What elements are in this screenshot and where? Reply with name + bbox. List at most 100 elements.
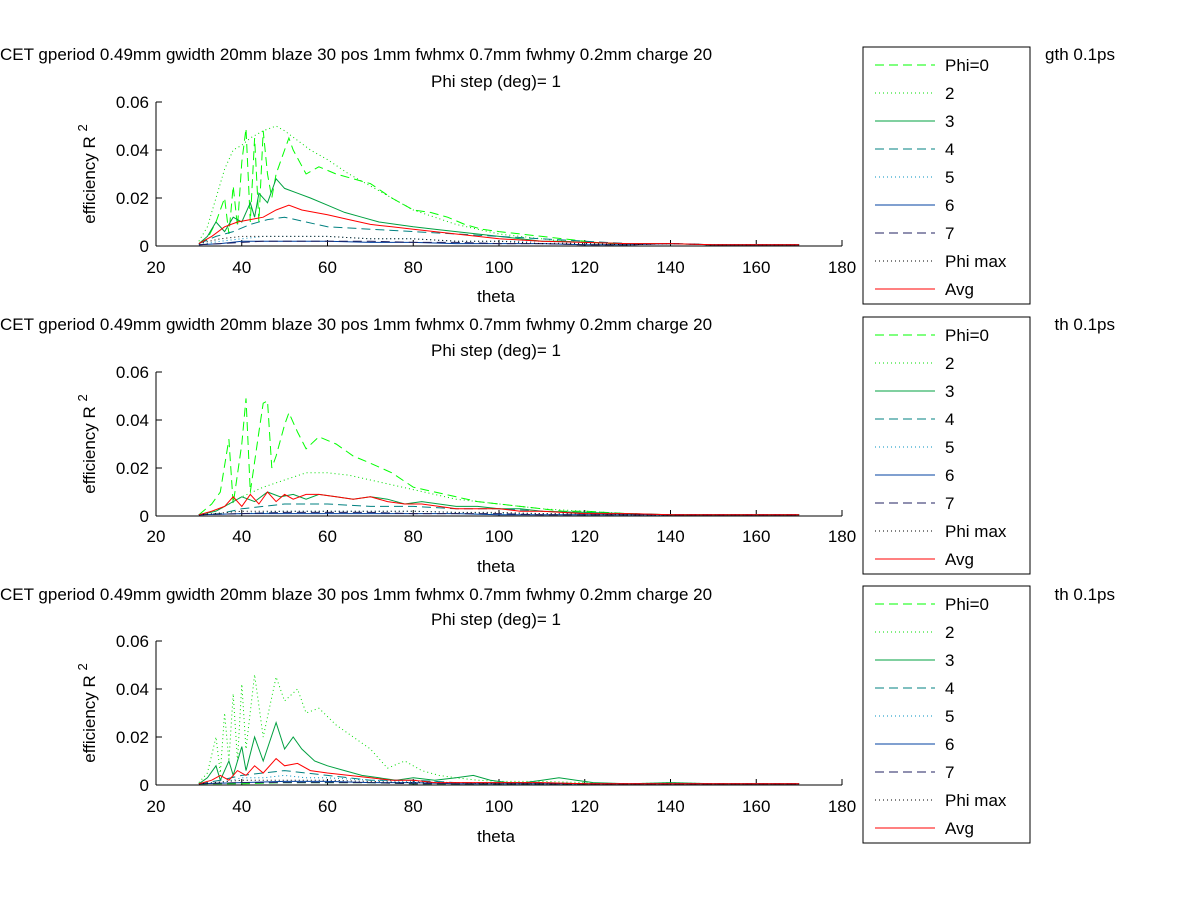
x-tick-label: 20: [147, 797, 166, 816]
y-tick-label: 0.02: [116, 728, 149, 747]
chart-title-tail: th 0.1ps: [1055, 585, 1116, 604]
legend-label-avg: Avg: [945, 550, 974, 569]
x-tick-label: 140: [656, 258, 684, 277]
series-line-avg: [198, 757, 800, 785]
x-tick-label: 140: [656, 527, 684, 546]
x-axis-label: theta: [477, 287, 515, 306]
x-tick-label: 60: [318, 797, 337, 816]
y-tick-label: 0.04: [116, 411, 149, 430]
subplot-1: CET gperiod 0.49mm gwidth 20mm blaze 30 …: [0, 45, 1115, 306]
x-tick-label: 180: [828, 797, 856, 816]
legend-label-phi2: 2: [945, 623, 954, 642]
chart-title: CET gperiod 0.49mm gwidth 20mm blaze 30 …: [0, 45, 712, 64]
y-tick-label: 0.04: [116, 141, 149, 160]
legend-label-phimax: Phi max: [945, 522, 1007, 541]
legend-label-phi5: 5: [945, 707, 954, 726]
series-line-phi0: [198, 128, 800, 246]
legend-label-phi4: 4: [945, 679, 954, 698]
x-axis-label: theta: [477, 557, 515, 576]
legend-label-phi5: 5: [945, 168, 954, 187]
legend-label-phi3: 3: [945, 651, 954, 670]
legend-label-phi2: 2: [945, 354, 954, 373]
series-line-avg: [198, 204, 800, 246]
y-tick-label: 0.02: [116, 189, 149, 208]
x-tick-label: 80: [404, 527, 423, 546]
x-tick-label: 100: [485, 258, 513, 277]
legend-label-phi3: 3: [945, 112, 954, 131]
y-tick-label: 0.02: [116, 459, 149, 478]
legend-label-phi6: 6: [945, 735, 954, 754]
x-tick-label: 40: [232, 797, 251, 816]
x-tick-label: 60: [318, 258, 337, 277]
subplot-2: CET gperiod 0.49mm gwidth 20mm blaze 30 …: [0, 315, 1115, 576]
legend-label-phi4: 4: [945, 140, 954, 159]
legend-label-phi5: 5: [945, 438, 954, 457]
legend-label-phi7: 7: [945, 494, 954, 513]
y-tick-label: 0.06: [116, 363, 149, 382]
x-tick-label: 100: [485, 797, 513, 816]
y-axis-label: efficiency R 2: [75, 663, 99, 763]
x-tick-label: 60: [318, 527, 337, 546]
series-line-phi3: [198, 491, 800, 516]
x-tick-label: 160: [742, 797, 770, 816]
y-axis-label: efficiency R 2: [75, 394, 99, 494]
y-axis-label: efficiency R 2: [75, 124, 99, 224]
x-tick-label: 40: [232, 258, 251, 277]
chart-title: CET gperiod 0.49mm gwidth 20mm blaze 30 …: [0, 585, 712, 604]
legend-box: [862, 585, 1031, 844]
series-line-phi3: [198, 720, 800, 785]
x-tick-label: 20: [147, 527, 166, 546]
legend-label-phi0: Phi=0: [945, 595, 989, 614]
x-tick-label: 40: [232, 527, 251, 546]
series-line-avg: [198, 491, 800, 516]
legend-label-avg: Avg: [945, 819, 974, 838]
legend: Phi=0 2 3 4 5 6 7 Phi max Avg: [862, 316, 1031, 575]
series-line-phi3: [198, 177, 800, 246]
y-tick-label: 0: [140, 507, 149, 526]
legend-box: [862, 316, 1031, 575]
x-tick-label: 140: [656, 797, 684, 816]
chart-title-tail: gth 0.1ps: [1045, 45, 1115, 64]
chart-title-tail: th 0.1ps: [1055, 315, 1116, 334]
subplot-3: CET gperiod 0.49mm gwidth 20mm blaze 30 …: [0, 585, 1115, 846]
legend-label-phi7: 7: [945, 763, 954, 782]
x-tick-label: 160: [742, 527, 770, 546]
series-line-phi7: [198, 511, 800, 516]
x-tick-label: 20: [147, 258, 166, 277]
x-tick-label: 80: [404, 797, 423, 816]
legend-label-phi4: 4: [945, 410, 954, 429]
y-tick-label: 0.06: [116, 632, 149, 651]
series-line-phi0: [198, 398, 800, 516]
y-tick-label: 0.06: [116, 93, 149, 112]
legend-label-phi0: Phi=0: [945, 56, 989, 75]
series-line-phi2: [198, 125, 800, 246]
chart-subtitle: Phi step (deg)= 1: [431, 610, 561, 629]
legend-label-phimax: Phi max: [945, 791, 1007, 810]
x-tick-label: 120: [571, 527, 599, 546]
chart-subtitle: Phi step (deg)= 1: [431, 72, 561, 91]
legend-label-avg: Avg: [945, 280, 974, 299]
y-tick-label: 0: [140, 237, 149, 256]
x-tick-label: 120: [571, 258, 599, 277]
legend-label-phimax: Phi max: [945, 252, 1007, 271]
legend-label-phi6: 6: [945, 196, 954, 215]
legend: Phi=0 2 3 4 5 6 7 Phi max Avg: [862, 46, 1031, 305]
series-line-phi2: [198, 674, 800, 785]
legend: Phi=0 2 3 4 5 6 7 Phi max Avg: [862, 585, 1031, 844]
x-tick-label: 100: [485, 527, 513, 546]
x-tick-label: 160: [742, 258, 770, 277]
series-line-phi7: [198, 240, 800, 246]
legend-label-phi7: 7: [945, 224, 954, 243]
x-tick-label: 120: [571, 797, 599, 816]
x-tick-label: 180: [828, 258, 856, 277]
x-tick-label: 80: [404, 258, 423, 277]
legend-label-phi0: Phi=0: [945, 326, 989, 345]
chart-subtitle: Phi step (deg)= 1: [431, 341, 561, 360]
y-tick-label: 0.04: [116, 680, 149, 699]
chart-title: CET gperiod 0.49mm gwidth 20mm blaze 30 …: [0, 315, 712, 334]
legend-box: [862, 46, 1031, 305]
legend-label-phi3: 3: [945, 382, 954, 401]
legend-label-phi2: 2: [945, 84, 954, 103]
x-axis-label: theta: [477, 827, 515, 846]
